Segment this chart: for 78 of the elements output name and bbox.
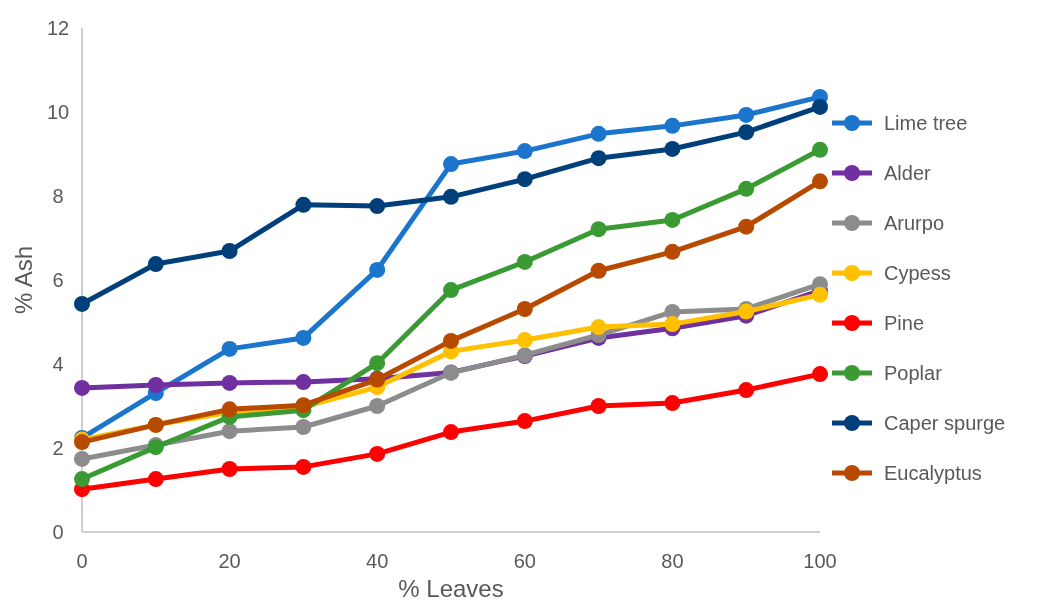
x-tick-label: 20 — [218, 550, 241, 572]
x-tick-label: 0 — [76, 550, 88, 572]
point — [664, 117, 681, 134]
point — [221, 461, 238, 477]
legend-label: Caper spurge — [884, 412, 1006, 434]
point — [443, 282, 459, 299]
point — [516, 300, 533, 317]
point — [74, 471, 90, 488]
point — [664, 395, 681, 412]
point — [738, 124, 755, 141]
point — [664, 243, 681, 260]
legend-label: Pine — [884, 312, 925, 334]
point — [147, 256, 164, 273]
point — [295, 196, 312, 213]
point — [738, 106, 755, 123]
y-tick-label: 10 — [46, 101, 70, 123]
point — [295, 419, 312, 435]
x-tick-label: 40 — [366, 550, 389, 572]
point — [590, 125, 607, 142]
point — [369, 198, 386, 215]
point — [812, 173, 828, 190]
point — [738, 382, 755, 399]
point — [221, 423, 238, 440]
y-tick-label: 4 — [52, 353, 64, 375]
point — [590, 221, 607, 238]
legend-label: Arurpo — [884, 212, 945, 234]
x-axis-title: % Leaves — [398, 575, 504, 601]
y-tick-label: 12 — [46, 17, 70, 39]
point — [295, 374, 312, 391]
point — [812, 366, 828, 383]
legend-label: Alder — [884, 162, 932, 184]
point — [443, 156, 459, 173]
y-tick-label: 0 — [52, 521, 64, 543]
point — [147, 471, 164, 488]
x-tick-label: 80 — [661, 550, 684, 572]
point — [221, 340, 238, 357]
point — [443, 332, 459, 349]
point — [590, 262, 607, 279]
point — [369, 355, 386, 372]
x-tick-label: 60 — [513, 550, 536, 572]
point — [812, 98, 828, 115]
point — [295, 458, 312, 475]
point — [516, 143, 533, 160]
point — [738, 180, 755, 197]
point — [664, 211, 681, 228]
y-axis-title: % Ash — [10, 245, 37, 315]
point — [369, 261, 386, 278]
point — [147, 377, 164, 393]
point — [664, 140, 681, 157]
y-tick-label: 6 — [52, 269, 64, 291]
point — [590, 398, 607, 414]
point — [74, 450, 90, 467]
point — [516, 413, 533, 430]
point — [369, 398, 386, 414]
point — [516, 332, 533, 349]
point — [812, 141, 828, 158]
point — [590, 150, 607, 167]
point — [74, 379, 90, 396]
point — [295, 329, 312, 346]
y-tick-label: 2 — [52, 437, 64, 459]
point — [221, 243, 238, 260]
legend-label: Poplar — [884, 362, 943, 384]
legend-label: Eucalyptus — [884, 462, 982, 484]
point — [221, 374, 238, 391]
point — [664, 316, 681, 333]
point — [74, 295, 90, 312]
point — [738, 218, 755, 235]
point — [516, 253, 533, 270]
point — [443, 188, 459, 205]
point — [516, 171, 533, 188]
legend-label: Cypess — [884, 262, 951, 284]
x-tick-label: 100 — [803, 550, 837, 572]
point — [443, 424, 459, 441]
point — [590, 319, 607, 336]
legend-label: Lime tree — [884, 112, 968, 134]
point — [812, 286, 828, 303]
point — [369, 445, 386, 462]
y-tick-label: 8 — [52, 185, 64, 207]
